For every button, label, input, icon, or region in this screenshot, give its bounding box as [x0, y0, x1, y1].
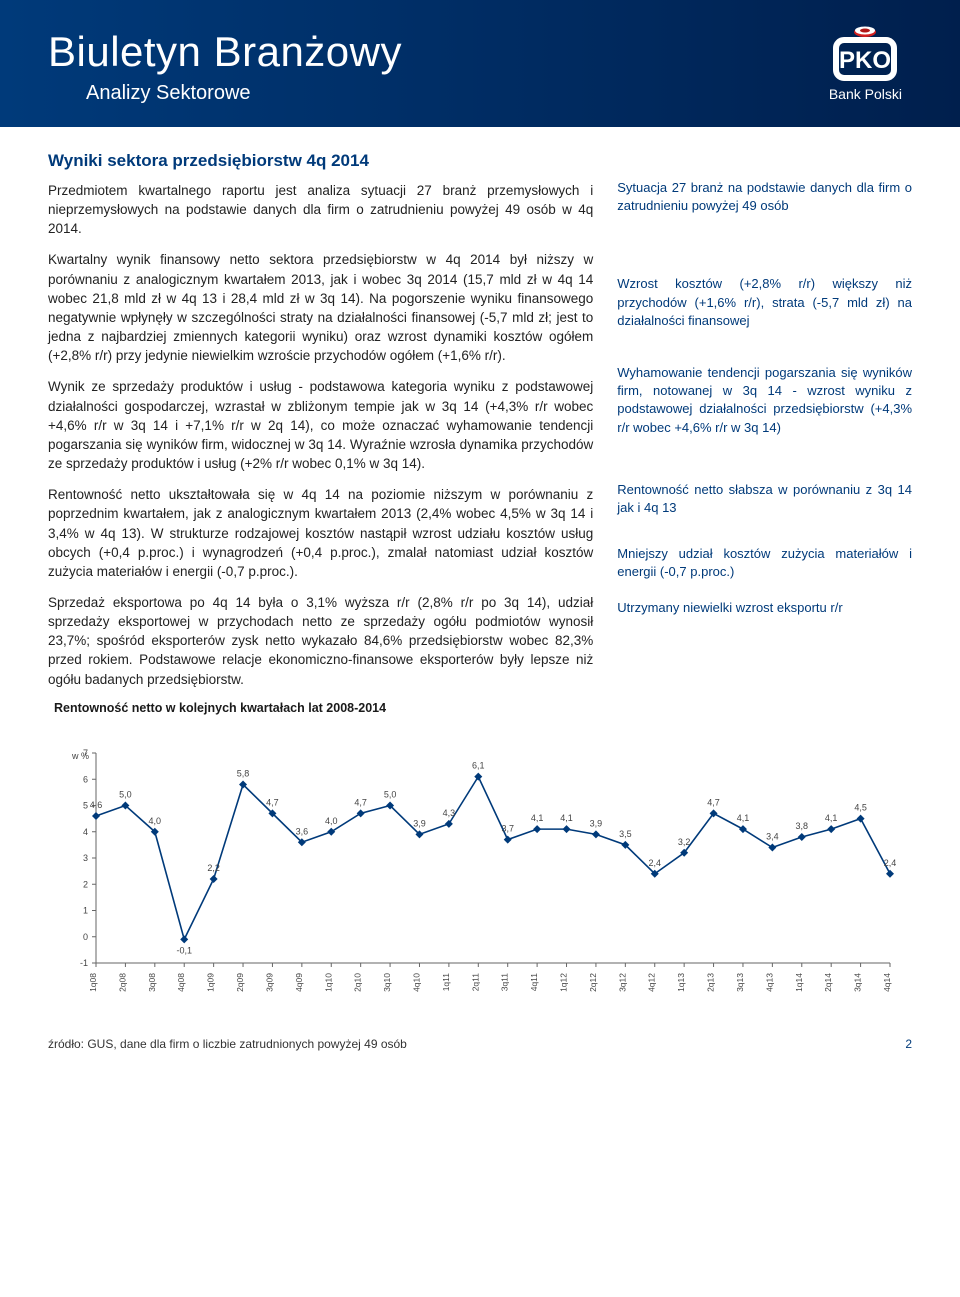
svg-text:3,5: 3,5	[619, 829, 632, 839]
svg-text:2q11: 2q11	[470, 972, 480, 991]
svg-text:4,7: 4,7	[266, 797, 279, 807]
svg-text:3,7: 3,7	[501, 823, 514, 833]
svg-text:3,4: 3,4	[766, 831, 779, 841]
header-banner: Biuletyn Branżowy Analizy Sektorowe PKO …	[0, 0, 960, 127]
svg-text:3q11: 3q11	[500, 972, 510, 991]
svg-text:4,7: 4,7	[707, 797, 720, 807]
svg-text:3q10: 3q10	[382, 972, 392, 991]
svg-text:3q09: 3q09	[264, 972, 274, 991]
svg-text:3q13: 3q13	[735, 972, 745, 991]
svg-text:-1: -1	[80, 958, 88, 968]
rentownosc-chart: -101234567w %1q082q083q084q081q092q093q0…	[48, 739, 908, 1019]
side-note-2: Wzrost kosztów (+2,8% r/r) większy niż p…	[617, 275, 912, 330]
svg-text:6,1: 6,1	[472, 760, 485, 770]
svg-text:5,0: 5,0	[119, 789, 132, 799]
svg-text:4,1: 4,1	[531, 813, 544, 823]
svg-text:1q14: 1q14	[794, 972, 804, 991]
svg-text:3,2: 3,2	[678, 837, 691, 847]
svg-text:2q08: 2q08	[117, 972, 127, 991]
svg-text:1: 1	[83, 905, 88, 915]
side-column: Sytuacja 27 branż na podstawie danych dl…	[617, 151, 912, 721]
svg-text:4: 4	[83, 827, 88, 837]
bulletin-title: Biuletyn Branżowy	[48, 28, 912, 76]
svg-text:0: 0	[83, 932, 88, 942]
svg-text:w %: w %	[71, 751, 89, 761]
side-note-3: Wyhamowanie tendencji pogarszania się wy…	[617, 364, 912, 437]
bulletin-subtitle: Analizy Sektorowe	[86, 82, 912, 105]
svg-text:2q14: 2q14	[823, 972, 833, 991]
svg-text:2,4: 2,4	[648, 858, 661, 868]
para-4: Rentowność netto ukształtowała się w 4q …	[48, 485, 593, 581]
side-note-4: Rentowność netto słabsza w porównaniu z …	[617, 481, 912, 517]
svg-text:1q11: 1q11	[441, 972, 451, 991]
pko-logo-icon: PKO	[830, 24, 900, 82]
svg-text:4q09: 4q09	[294, 972, 304, 991]
side-note-5: Mniejszy udział kosztów zużycia materiał…	[617, 545, 912, 581]
para-1: Przedmiotem kwartalnego raportu jest ana…	[48, 181, 593, 238]
svg-text:PKO: PKO	[839, 47, 891, 74]
svg-text:3q08: 3q08	[147, 972, 157, 991]
content-columns: Wyniki sektora przedsiębiorstw 4q 2014 P…	[0, 127, 960, 731]
svg-text:4,1: 4,1	[737, 813, 750, 823]
svg-text:3q14: 3q14	[853, 972, 863, 991]
svg-text:1q10: 1q10	[323, 972, 333, 991]
svg-text:2: 2	[83, 879, 88, 889]
svg-text:2,2: 2,2	[207, 863, 220, 873]
svg-text:4q11: 4q11	[529, 972, 539, 991]
svg-text:1q13: 1q13	[676, 972, 686, 991]
svg-text:5: 5	[83, 800, 88, 810]
svg-text:5,8: 5,8	[237, 768, 250, 778]
section-title: Wyniki sektora przedsiębiorstw 4q 2014	[48, 151, 593, 171]
footer-source: źródło: GUS, dane dla firm o liczbie zat…	[48, 1037, 407, 1051]
chart-container: -101234567w %1q082q083q084q081q092q093q0…	[0, 731, 960, 1027]
svg-text:1q09: 1q09	[206, 972, 216, 991]
svg-text:4q14: 4q14	[882, 972, 892, 991]
svg-text:2q10: 2q10	[353, 972, 363, 991]
svg-text:2q13: 2q13	[706, 972, 716, 991]
footer: źródło: GUS, dane dla firm o liczbie zat…	[0, 1027, 960, 1071]
svg-text:3,9: 3,9	[590, 818, 603, 828]
chart-title: Rentowność netto w kolejnych kwartałach …	[54, 701, 593, 715]
svg-text:4,5: 4,5	[854, 802, 867, 812]
svg-text:3: 3	[83, 853, 88, 863]
para-3: Wynik ze sprzedaży produktów i usług - p…	[48, 377, 593, 473]
svg-text:4,0: 4,0	[149, 816, 162, 826]
main-column: Wyniki sektora przedsiębiorstw 4q 2014 P…	[48, 151, 593, 721]
svg-text:4q12: 4q12	[647, 972, 657, 991]
svg-text:3,6: 3,6	[296, 826, 309, 836]
bank-logo: PKO Bank Polski	[829, 24, 902, 102]
svg-text:1q08: 1q08	[88, 972, 98, 991]
svg-text:4,3: 4,3	[443, 808, 456, 818]
svg-text:2q09: 2q09	[235, 972, 245, 991]
svg-text:2,4: 2,4	[884, 858, 897, 868]
svg-text:5,0: 5,0	[384, 789, 397, 799]
svg-text:4,6: 4,6	[90, 800, 103, 810]
bank-name: Bank Polski	[829, 86, 902, 102]
svg-text:6: 6	[83, 774, 88, 784]
svg-text:4q08: 4q08	[176, 972, 186, 991]
svg-text:4,0: 4,0	[325, 816, 338, 826]
svg-text:3q12: 3q12	[617, 972, 627, 991]
svg-text:3,8: 3,8	[796, 821, 809, 831]
side-note-1: Sytuacja 27 branż na podstawie danych dl…	[617, 179, 912, 215]
svg-text:1q12: 1q12	[559, 972, 569, 991]
svg-text:4q13: 4q13	[764, 972, 774, 991]
para-2: Kwartalny wynik finansowy netto sektora …	[48, 250, 593, 365]
svg-text:3,9: 3,9	[413, 818, 426, 828]
svg-text:4,1: 4,1	[560, 813, 573, 823]
svg-text:4,7: 4,7	[354, 797, 367, 807]
svg-text:4q10: 4q10	[411, 972, 421, 991]
para-5: Sprzedaż eksportowa po 4q 14 była o 3,1%…	[48, 593, 593, 689]
svg-text:2q12: 2q12	[588, 972, 598, 991]
side-note-6: Utrzymany niewielki wzrost eksportu r/r	[617, 599, 912, 617]
page-number: 2	[905, 1037, 912, 1051]
svg-text:-0,1: -0,1	[176, 945, 192, 955]
svg-text:4,1: 4,1	[825, 813, 838, 823]
